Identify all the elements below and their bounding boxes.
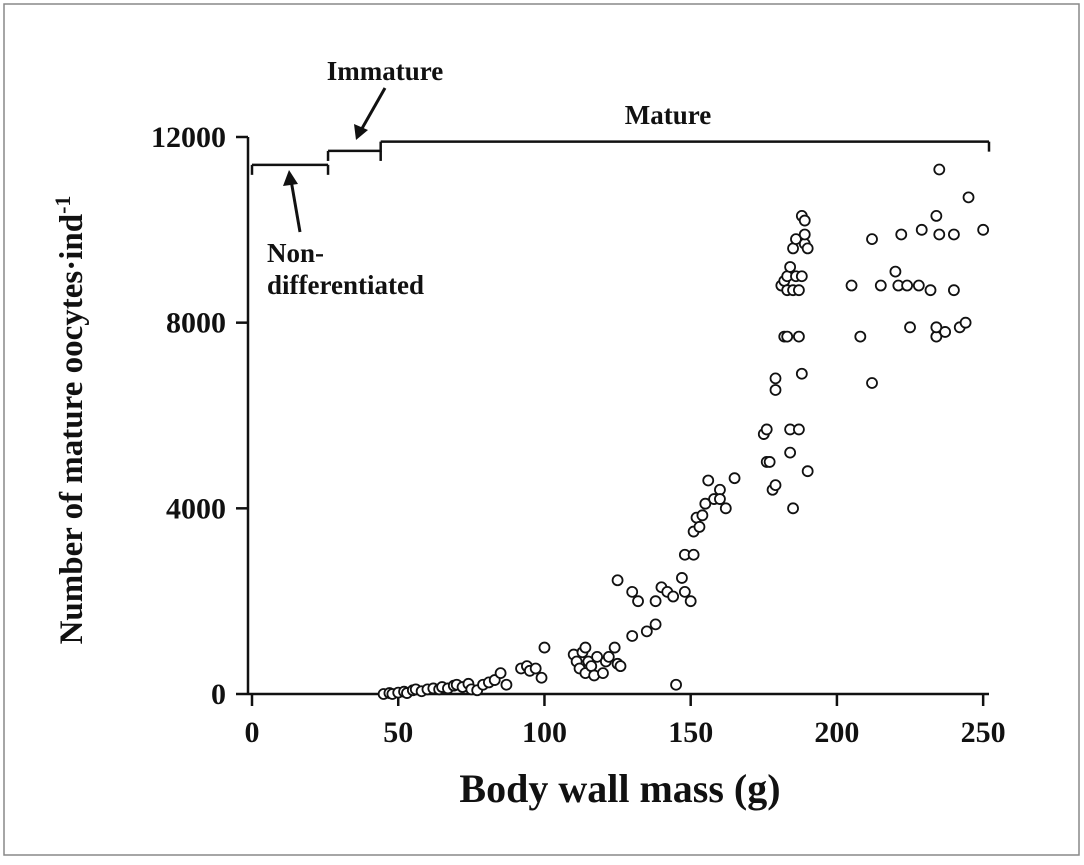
point: [769, 372, 782, 385]
point: [793, 330, 805, 343]
point: [924, 284, 937, 297]
point: [889, 265, 902, 278]
point: [719, 502, 732, 515]
point: [608, 641, 621, 654]
point: [895, 228, 908, 241]
x-axis-label: Body wall mass (g): [459, 766, 780, 811]
point: [684, 595, 697, 608]
point: [854, 330, 867, 343]
point: [959, 316, 972, 329]
point: [632, 595, 644, 608]
point: [500, 678, 513, 691]
arrow: [289, 179, 302, 233]
point: [626, 585, 639, 598]
point: [597, 667, 609, 680]
point: [784, 261, 797, 273]
point: [795, 270, 808, 283]
point: [790, 233, 802, 246]
point: [611, 574, 624, 587]
point: [930, 210, 943, 222]
stage-label: differentiated: [267, 270, 424, 300]
point: [763, 456, 776, 468]
point: [760, 423, 773, 436]
stage-label: Immature: [327, 56, 443, 86]
x-tick-label: 150: [668, 716, 713, 749]
arrow: [358, 87, 387, 133]
point: [728, 472, 741, 485]
point: [930, 321, 943, 334]
point: [781, 330, 794, 343]
point: [640, 625, 653, 638]
y-tick-label: 8000: [166, 307, 226, 340]
point: [801, 242, 814, 255]
stage-label: Mature: [625, 100, 711, 130]
point: [933, 228, 946, 241]
arrow-head: [283, 170, 298, 186]
stage-label: Non-: [267, 238, 324, 268]
point: [579, 641, 592, 654]
point: [699, 497, 712, 510]
point: [845, 279, 858, 292]
point: [904, 321, 916, 334]
point: [494, 667, 507, 680]
point: [602, 650, 615, 663]
point: [714, 493, 726, 505]
point: [693, 521, 706, 533]
point: [670, 678, 682, 691]
y-axis-label: Number of mature oocytes·ind-1: [50, 196, 90, 645]
point: [901, 279, 914, 292]
point: [696, 509, 709, 522]
x-tick-label: 50: [383, 716, 413, 749]
y-axis-label-sup: -1: [50, 196, 75, 214]
point: [798, 228, 811, 241]
y-tick-label: 12000: [151, 121, 226, 154]
point: [933, 163, 946, 176]
arrow-head: [354, 124, 368, 140]
x-tick-label: 200: [814, 716, 859, 749]
point: [962, 191, 975, 204]
x-tick-label: 100: [522, 716, 567, 749]
x-tick-label: 250: [961, 716, 1006, 749]
point: [667, 590, 680, 603]
point: [795, 367, 808, 380]
point: [649, 618, 662, 631]
point: [614, 660, 627, 673]
point: [769, 384, 782, 396]
point: [787, 502, 799, 515]
point: [538, 641, 551, 654]
point: [801, 465, 814, 478]
y-tick-label: 4000: [166, 492, 226, 525]
point: [866, 233, 878, 246]
y-tick-label: 0: [211, 678, 226, 711]
point: [687, 548, 700, 561]
point: [535, 671, 548, 684]
point: [769, 479, 782, 492]
point: [676, 572, 688, 584]
point: [626, 630, 639, 642]
point: [529, 662, 542, 675]
frame: [3, 3, 1080, 856]
point: [915, 223, 928, 236]
point: [948, 284, 960, 297]
point: [793, 423, 805, 436]
point: [939, 326, 952, 338]
point: [798, 214, 811, 227]
point: [948, 228, 960, 241]
point: [649, 595, 662, 608]
x-tick-label: 0: [245, 716, 260, 749]
point: [912, 279, 925, 292]
point: [874, 279, 887, 292]
point: [591, 650, 604, 663]
point: [866, 377, 878, 389]
point: [678, 585, 691, 598]
point: [784, 446, 797, 459]
point: [977, 223, 990, 236]
point: [793, 284, 805, 297]
point: [702, 474, 715, 487]
y-axis-label-text: Number of mature oocytes·ind: [54, 214, 90, 645]
